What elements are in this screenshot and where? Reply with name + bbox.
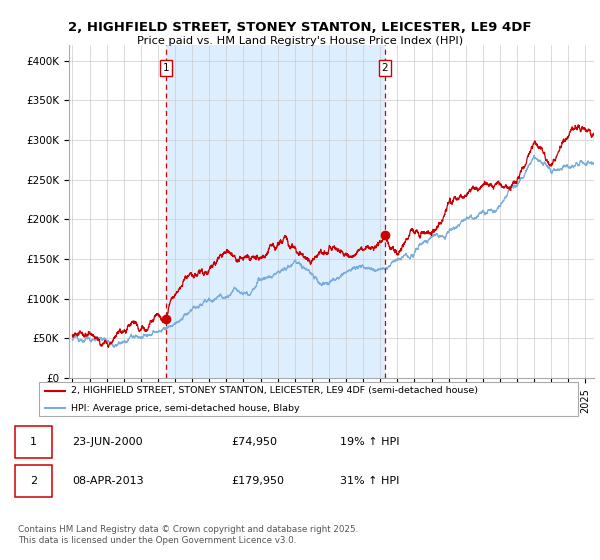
- Text: 2: 2: [382, 63, 388, 73]
- Text: 1: 1: [163, 63, 169, 73]
- Text: £74,950: £74,950: [231, 437, 277, 447]
- Text: Price paid vs. HM Land Registry's House Price Index (HPI): Price paid vs. HM Land Registry's House …: [137, 36, 463, 46]
- Text: 31% ↑ HPI: 31% ↑ HPI: [340, 476, 400, 486]
- Text: 23-JUN-2000: 23-JUN-2000: [73, 437, 143, 447]
- Text: 19% ↑ HPI: 19% ↑ HPI: [340, 437, 400, 447]
- FancyBboxPatch shape: [15, 426, 52, 458]
- Text: 08-APR-2013: 08-APR-2013: [73, 476, 144, 486]
- Text: £179,950: £179,950: [231, 476, 284, 486]
- Text: Contains HM Land Registry data © Crown copyright and database right 2025.
This d: Contains HM Land Registry data © Crown c…: [18, 525, 358, 545]
- Text: HPI: Average price, semi-detached house, Blaby: HPI: Average price, semi-detached house,…: [71, 404, 300, 413]
- Text: 2, HIGHFIELD STREET, STONEY STANTON, LEICESTER, LE9 4DF: 2, HIGHFIELD STREET, STONEY STANTON, LEI…: [68, 21, 532, 34]
- FancyBboxPatch shape: [39, 382, 578, 416]
- Text: 1: 1: [30, 437, 37, 447]
- Text: 2: 2: [30, 476, 37, 486]
- FancyBboxPatch shape: [15, 465, 52, 497]
- Bar: [166, 45, 385, 378]
- Text: 2, HIGHFIELD STREET, STONEY STANTON, LEICESTER, LE9 4DF (semi-detached house): 2, HIGHFIELD STREET, STONEY STANTON, LEI…: [71, 386, 478, 395]
